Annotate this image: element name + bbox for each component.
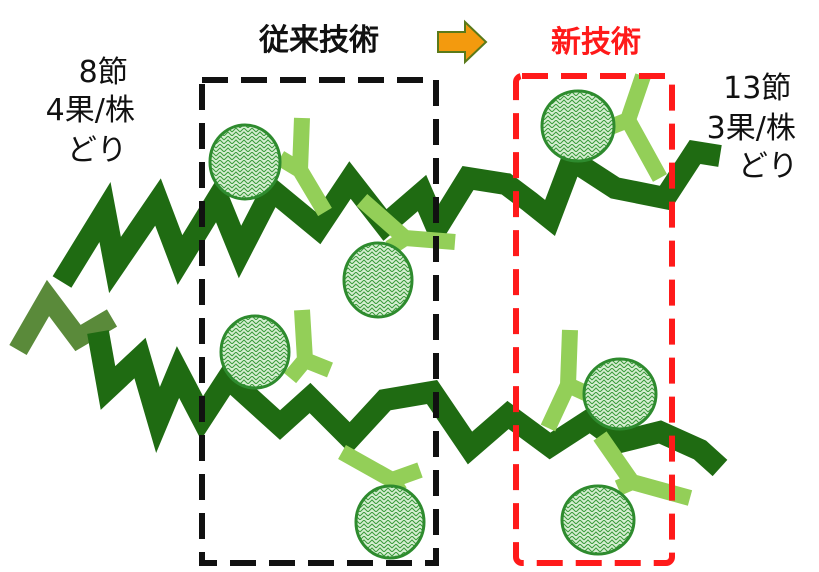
new-technology-box [513, 73, 675, 566]
right-note-nodes: 13節 [723, 71, 791, 106]
left-note-nodes: 8節 [79, 55, 128, 90]
plant-stems [9, 140, 728, 477]
fruit-icon [582, 357, 658, 431]
peduncles [275, 73, 693, 506]
fruit-icon [219, 314, 291, 390]
left-note-fruits: 4果/株 [46, 93, 135, 128]
left-note: 8節 4果/株 どり [46, 55, 145, 168]
fruit-icon [560, 484, 636, 556]
lower-stem [87, 330, 728, 477]
right-note-fruits: 3果/株 [707, 111, 796, 146]
peduncle-4 [283, 309, 333, 384]
fruit-icon [540, 89, 616, 163]
fruit-icon [354, 484, 426, 560]
new-technology-title: 新技術 [551, 25, 641, 60]
right-note: 13節 3果/株 どり [707, 71, 806, 184]
fruits [208, 89, 658, 560]
peduncle-1 [275, 117, 332, 217]
upper-stem [52, 140, 722, 294]
right-note-harvest: どり [738, 149, 798, 184]
conventional-box [199, 77, 439, 566]
peduncle-3 [605, 73, 668, 182]
old-stem-segment [9, 279, 118, 355]
conventional-title: 従来技術 [258, 23, 379, 58]
right-arrow-icon [437, 19, 488, 65]
fruit-icon [342, 241, 414, 319]
left-note-harvest: どり [67, 133, 127, 168]
fruit-icon [208, 123, 282, 201]
